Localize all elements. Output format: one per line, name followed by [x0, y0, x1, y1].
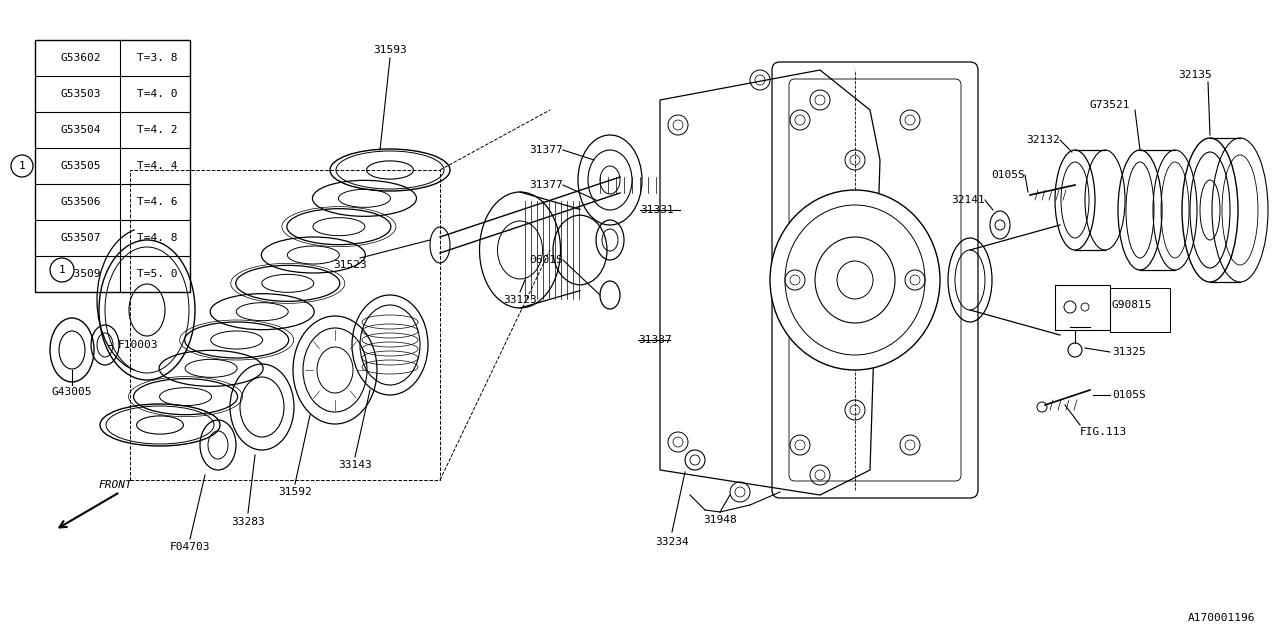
Text: FIG.113: FIG.113: [1080, 427, 1128, 437]
Text: G90815: G90815: [1112, 300, 1152, 310]
Text: G53507: G53507: [60, 233, 101, 243]
Text: T=4. 0: T=4. 0: [137, 89, 177, 99]
Text: G43005: G43005: [51, 387, 92, 397]
Text: A170001196: A170001196: [1188, 613, 1254, 623]
Text: FRONT: FRONT: [99, 480, 132, 490]
Text: F10003: F10003: [118, 340, 159, 350]
Text: 1: 1: [59, 265, 65, 275]
Text: G53509: G53509: [60, 269, 101, 279]
Text: 31523: 31523: [333, 260, 367, 270]
Text: T=4. 6: T=4. 6: [137, 197, 177, 207]
Text: 32132: 32132: [1027, 135, 1060, 145]
Text: G53505: G53505: [60, 161, 101, 171]
Text: 32135: 32135: [1178, 70, 1212, 80]
Text: 31948: 31948: [703, 515, 737, 525]
Text: 33234: 33234: [655, 537, 689, 547]
Text: 33143: 33143: [338, 460, 372, 470]
Text: T=3. 8: T=3. 8: [137, 53, 177, 63]
Text: 31325: 31325: [1112, 347, 1146, 357]
Circle shape: [50, 258, 74, 282]
Text: 32141: 32141: [951, 195, 986, 205]
Text: G73521: G73521: [1089, 100, 1130, 110]
Bar: [131, 170, 440, 480]
Text: 1: 1: [19, 161, 26, 171]
Text: 31337: 31337: [637, 335, 672, 345]
Text: 31377: 31377: [529, 180, 563, 190]
Text: T=5. 0: T=5. 0: [137, 269, 177, 279]
Bar: [1055, 285, 1110, 330]
Text: 0601S: 0601S: [529, 255, 563, 265]
Text: G53602: G53602: [60, 53, 101, 63]
Text: F04703: F04703: [170, 542, 210, 552]
Text: 0105S: 0105S: [1112, 390, 1146, 400]
Ellipse shape: [771, 190, 940, 370]
Text: 31377: 31377: [529, 145, 563, 155]
Text: G53503: G53503: [60, 89, 101, 99]
Bar: [35, 40, 189, 292]
Text: 31331: 31331: [640, 205, 673, 215]
Circle shape: [12, 155, 33, 177]
Text: 0105S: 0105S: [991, 170, 1025, 180]
Text: 31593: 31593: [374, 45, 407, 55]
Text: G53506: G53506: [60, 197, 101, 207]
Text: 31592: 31592: [278, 487, 312, 497]
Text: 33283: 33283: [232, 517, 265, 527]
Text: T=4. 4: T=4. 4: [137, 161, 177, 171]
Bar: [1110, 288, 1170, 332]
Text: T=4. 2: T=4. 2: [137, 125, 177, 135]
Text: T=4. 8: T=4. 8: [137, 233, 177, 243]
Text: G53504: G53504: [60, 125, 101, 135]
Text: 33123: 33123: [503, 295, 536, 305]
